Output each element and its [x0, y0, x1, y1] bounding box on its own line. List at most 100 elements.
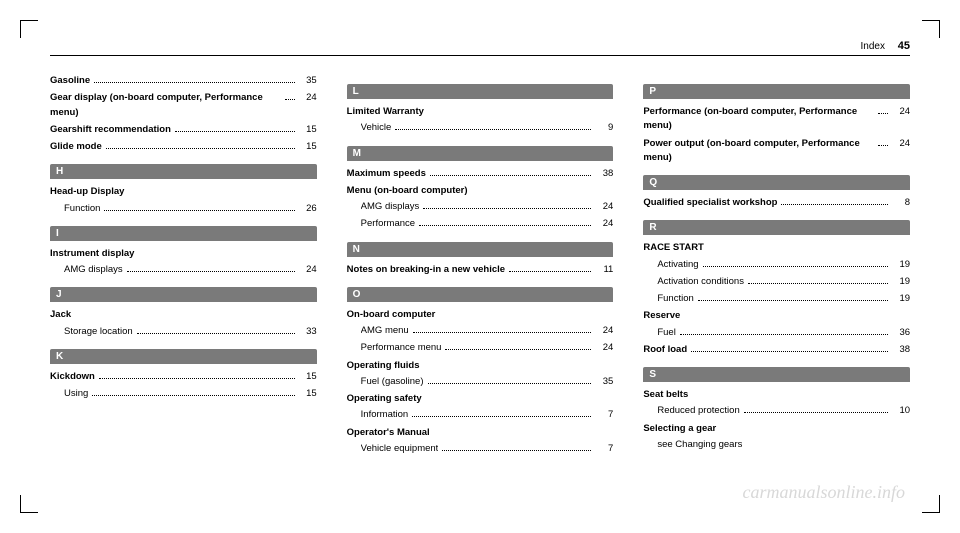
leader-dots — [106, 148, 295, 149]
index-entry-page: 24 — [595, 200, 613, 214]
index-columns: Gasoline35 Gear display (on-board compute… — [50, 74, 910, 459]
leader-dots — [127, 271, 295, 272]
leader-dots — [104, 210, 294, 211]
index-group-title: Menu (on-board computer) — [347, 184, 614, 197]
section-header-j: J — [50, 287, 317, 302]
index-entry-page: 10 — [892, 404, 910, 418]
index-entry-page: 38 — [892, 343, 910, 357]
index-entry-label: AMG displays — [361, 200, 420, 214]
leader-dots — [430, 175, 591, 176]
index-entry-page: 24 — [595, 324, 613, 338]
index-entry: Notes on breaking-in a new vehicle11 — [347, 263, 614, 277]
index-group-title: Operator's Manual — [347, 426, 614, 439]
index-entry: Information7 — [347, 408, 614, 422]
leader-dots — [698, 300, 888, 301]
index-entry: Roof load38 — [643, 343, 910, 357]
index-entry: Glide mode15 — [50, 140, 317, 154]
index-entry-label: Fuel (gasoline) — [361, 375, 424, 389]
index-group-title: Instrument display — [50, 247, 317, 260]
index-entry-page: 36 — [892, 326, 910, 340]
header-page-number: 45 — [898, 40, 910, 52]
index-entry: Power output (on-board computer, Perform… — [643, 137, 910, 166]
index-group-title: Reserve — [643, 309, 910, 322]
index-entry-page: 15 — [299, 123, 317, 137]
index-entry-label: Gearshift recommendation — [50, 123, 171, 137]
index-group-title: Operating fluids — [347, 359, 614, 372]
index-group-title: Limited Warranty — [347, 105, 614, 118]
index-entry-page: 33 — [299, 325, 317, 339]
leader-dots — [423, 208, 591, 209]
index-entry-label: Maximum speeds — [347, 167, 426, 181]
index-entry-label: Power output (on-board computer, Perform… — [643, 137, 874, 166]
leader-dots — [878, 145, 888, 146]
leader-dots — [412, 416, 591, 417]
index-entry: Gearshift recommendation 15 — [50, 123, 317, 137]
index-group-title: Jack — [50, 308, 317, 321]
corner-mark — [922, 495, 940, 513]
index-entry: Maximum speeds38 — [347, 167, 614, 181]
leader-dots — [781, 204, 888, 205]
index-entry: Gasoline35 — [50, 74, 317, 88]
column-3: P Performance (on-board computer, Perform… — [643, 74, 910, 459]
section-header-q: Q — [643, 175, 910, 190]
index-group-title: RACE START — [643, 241, 910, 254]
leader-dots — [703, 266, 888, 267]
index-entry: Reduced protection 10 — [643, 404, 910, 418]
index-entry-page: 15 — [299, 140, 317, 154]
section-header-r: R — [643, 220, 910, 235]
index-entry: Performance24 — [347, 217, 614, 231]
column-2: L Limited Warranty Vehicle9 M Maximum speeds… — [347, 74, 614, 459]
index-entry-label: AMG displays — [64, 263, 123, 277]
index-entry-page: 26 — [299, 202, 317, 216]
index-entry: Activation conditions 19 — [643, 275, 910, 289]
leader-dots — [691, 351, 888, 352]
index-group-title: Selecting a gear — [643, 422, 910, 435]
section-header-k: K — [50, 349, 317, 364]
index-entry: Storage location 33 — [50, 325, 317, 339]
index-group-title: Head-up Display — [50, 185, 317, 198]
index-group-title: Operating safety — [347, 392, 614, 405]
watermark: carmanualsonline.info — [743, 482, 906, 503]
index-group-title: On-board computer — [347, 308, 614, 321]
index-entry-label: Activation conditions — [657, 275, 744, 289]
leader-dots — [680, 334, 888, 335]
section-header-i: I — [50, 226, 317, 241]
leader-dots — [442, 450, 591, 451]
index-entry: AMG displays 24 — [50, 263, 317, 277]
index-entry-page: 35 — [299, 74, 317, 88]
index-entry-label: Storage location — [64, 325, 133, 339]
index-entry-page: 8 — [892, 196, 910, 210]
index-entry-label: Gear display (on-board computer, Perform… — [50, 91, 281, 120]
index-entry-label: Using — [64, 387, 88, 401]
index-entry-page: 24 — [299, 263, 317, 277]
index-entry-page: 24 — [299, 91, 317, 105]
index-entry: Performance menu24 — [347, 341, 614, 355]
index-entry: Fuel 36 — [643, 326, 910, 340]
column-1: Gasoline35 Gear display (on-board compute… — [50, 74, 317, 459]
index-entry-page: 19 — [892, 275, 910, 289]
index-entry: Using15 — [50, 387, 317, 401]
index-entry: Qualified specialist workshop 8 — [643, 196, 910, 210]
index-entry-label: Fuel — [657, 326, 675, 340]
index-group-title: Seat belts — [643, 388, 910, 401]
leader-dots — [395, 129, 591, 130]
leader-dots — [744, 412, 888, 413]
index-entry-label: Function — [64, 202, 100, 216]
index-entry-label: Performance (on-board computer, Performa… — [643, 105, 874, 134]
index-entry-page: 24 — [892, 137, 910, 151]
leader-dots — [137, 333, 295, 334]
section-header-p: P — [643, 84, 910, 99]
index-entry-label: Qualified specialist workshop — [643, 196, 777, 210]
section-header-m: M — [347, 146, 614, 161]
header-title: Index — [861, 41, 885, 52]
corner-mark — [922, 20, 940, 38]
section-header-l: L — [347, 84, 614, 99]
index-entry: Vehicle9 — [347, 121, 614, 135]
index-entry-label: Activating — [657, 258, 698, 272]
index-entry-page: 11 — [595, 263, 613, 277]
index-entry-label: Reduced protection — [657, 404, 739, 418]
leader-dots — [748, 283, 888, 284]
leader-dots — [175, 131, 295, 132]
index-entry: Function19 — [643, 292, 910, 306]
index-entry: Kickdown15 — [50, 370, 317, 384]
